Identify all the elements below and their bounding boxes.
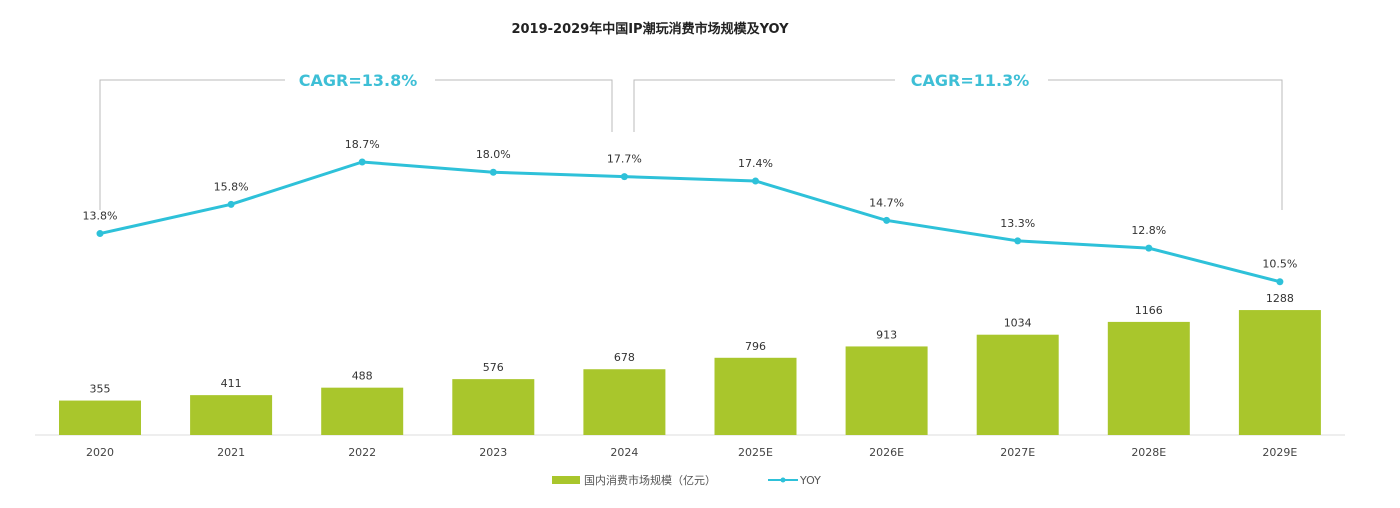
yoy-value-label: 17.7%: [607, 153, 642, 166]
yoy-point: [1145, 244, 1153, 252]
legend: 国内消费市场规模（亿元） YOY: [552, 473, 821, 487]
chart-title: 2019-2029年中国IP潮玩消费市场规模及YOY: [511, 21, 789, 37]
bar-value-label: 796: [745, 340, 766, 353]
x-tick-label: 2028E: [1131, 446, 1166, 459]
bar-value-label: 355: [90, 383, 111, 396]
x-tick-label: 2023: [479, 446, 507, 459]
yoy-value-label: 13.3%: [1000, 217, 1035, 230]
bar-2027E: [976, 334, 1059, 435]
cagr-label-2: CAGR=11.3%: [911, 71, 1030, 90]
bar-value-label: 576: [483, 361, 504, 374]
bar-2024: [583, 369, 666, 435]
yoy-line: [99, 160, 1281, 284]
yoy-point: [96, 230, 104, 238]
yoy-value-label: 15.8%: [214, 180, 249, 193]
yoy-point: [620, 173, 628, 181]
bar-2026E: [845, 346, 928, 435]
yoy-point: [1014, 237, 1022, 245]
cagr-bracket-right-b: [1048, 79, 1283, 210]
cagr-bracket-left-a: [99, 79, 285, 210]
yoy-value-label: 13.8%: [83, 210, 118, 223]
yoy-point: [227, 200, 235, 208]
bar-value-label: 678: [614, 351, 635, 364]
bar-2028E: [1107, 321, 1190, 435]
cagr-brackets: CAGR=13.8% CAGR=11.3%: [99, 71, 1283, 210]
legend-bar-label: 国内消费市场规模（亿元）: [584, 473, 716, 487]
bar-2021: [190, 395, 273, 435]
x-tick-label: 2020: [86, 446, 114, 459]
bar-2025E: [714, 357, 797, 435]
bar-2022: [321, 387, 404, 435]
x-tick-label: 2026E: [869, 446, 904, 459]
bar-value-label: 488: [352, 370, 373, 383]
x-tick-label: 2021: [217, 446, 245, 459]
yoy-point: [1276, 278, 1284, 286]
bar-value-label: 1166: [1135, 304, 1163, 317]
yoy-value-label: 18.7%: [345, 138, 380, 151]
yoy-value-label: 10.5%: [1262, 258, 1297, 271]
legend-line-marker: [780, 477, 786, 483]
x-tick-label: 2029E: [1262, 446, 1297, 459]
yoy-point: [883, 216, 891, 224]
yoy-value-label: 12.8%: [1131, 224, 1166, 237]
cagr-label-1: CAGR=13.8%: [299, 71, 418, 90]
x-tick-label: 2022: [348, 446, 376, 459]
yoy-value-label: 14.7%: [869, 196, 904, 209]
x-tick-label: 2024: [610, 446, 638, 459]
cagr-bracket-left-b: [435, 79, 613, 132]
yoy-point: [358, 158, 366, 166]
bar-2020: [59, 400, 141, 435]
legend-line-label: YOY: [799, 474, 821, 487]
bar-value-label: 1288: [1266, 292, 1294, 305]
cagr-bracket-right-a: [633, 79, 895, 132]
legend-bar-swatch: [552, 476, 580, 484]
bar-2029E: [1238, 310, 1321, 435]
bar-2023: [452, 379, 535, 435]
yoy-value-label: 18.0%: [476, 148, 511, 161]
x-tick-label: 2027E: [1000, 446, 1035, 459]
x-tick-label: 2025E: [738, 446, 773, 459]
bar-value-label: 411: [221, 377, 242, 390]
bar-value-label: 1034: [1004, 317, 1032, 330]
bar-value-label: 913: [876, 328, 897, 341]
yoy-point: [489, 168, 497, 176]
yoy-point: [752, 177, 759, 185]
yoy-value-label: 17.4%: [738, 157, 773, 170]
